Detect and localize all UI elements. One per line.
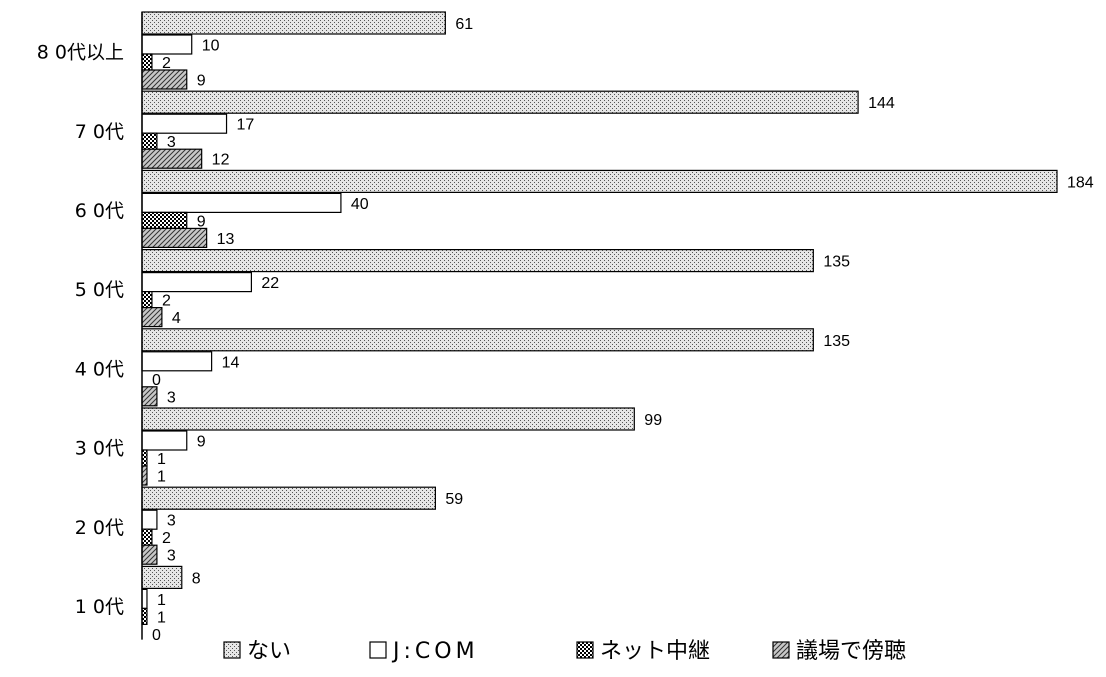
data-label: 135 [823,254,850,271]
data-label: 9 [197,434,206,451]
data-label: 99 [644,412,662,429]
bar-nai [141,565,183,590]
bar-nai [141,249,814,273]
legend-swatch-nai [223,641,241,659]
bar-net [141,132,158,150]
bar-gijo [141,227,208,248]
data-label: 9 [197,73,206,90]
data-label: 17 [237,117,255,134]
data-label: 2 [162,530,171,547]
data-label: 2 [162,55,171,72]
data-label: 3 [167,134,176,151]
bar-gijo [141,386,158,407]
data-label: 1 [157,609,166,626]
data-label: 1 [157,451,166,468]
data-label: 59 [445,491,463,508]
data-label: 3 [167,548,176,565]
data-label: 22 [261,275,279,292]
bar-nai [141,486,436,510]
bar-gijo [141,69,188,90]
category-label: 3 0代 [75,438,124,460]
bar-nai [141,11,446,35]
bar-jcom [141,34,193,55]
legend-label-net: ネット中継 [600,639,710,664]
bar-gijo [141,148,203,169]
bar-jcom [141,272,253,293]
legend-label-gijo: 議場で傍聴 [796,639,906,664]
data-label: 1 [157,469,166,486]
data-label: 8 [192,570,201,587]
data-label: 14 [222,354,240,371]
bar-nai [141,328,814,352]
category-label: 6 0代 [75,200,124,222]
category-label: 5 0代 [75,279,124,301]
bar-jcom [141,192,342,213]
legend-label-nai: ない [247,639,291,664]
bar-nai [141,90,859,114]
data-label: 3 [167,389,176,406]
data-label: 4 [172,310,181,327]
bar-gijo [141,544,158,565]
bar-nai [141,407,635,431]
category-label: 8 0代以上 [37,42,124,64]
data-label: 135 [823,333,850,350]
legend-swatch-net [576,641,594,659]
legend-swatch-gijo [772,641,790,659]
bar-jcom [141,430,188,451]
bar-nai [141,169,1058,193]
bar-jcom [141,351,213,372]
bar-jcom [141,509,158,530]
bar-gijo [141,307,163,328]
data-label: 13 [217,231,235,248]
category-label: 2 0代 [75,517,124,539]
bar-net [141,53,153,71]
bar-net [141,528,153,546]
legend-label-jcom: J:COM [391,639,479,664]
category-label: 1 0代 [75,596,124,618]
data-label: 1 [157,592,166,609]
data-label: 0 [152,627,161,644]
data-label: 9 [197,213,206,230]
data-label: 40 [351,196,369,213]
data-label: 12 [212,152,230,169]
data-label: 3 [167,513,176,530]
data-label: 0 [152,372,161,389]
legend-swatch-jcom [369,641,387,659]
data-label: 144 [868,95,895,112]
bar-net [141,211,188,229]
data-label: 61 [455,16,473,33]
bar-jcom [141,113,228,134]
data-label: 184 [1067,174,1094,191]
legend: ない J:COM ネット中継 議場で傍聴 [223,639,906,664]
bar-net [141,291,153,309]
category-label: 4 0代 [75,358,124,380]
data-label: 2 [162,293,171,310]
category-label: 7 0代 [75,121,124,143]
bars-layer [141,11,1058,626]
data-label: 10 [202,38,220,55]
